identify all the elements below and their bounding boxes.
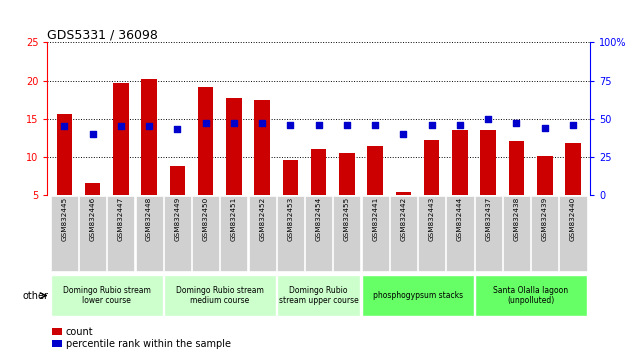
Point — [568, 122, 578, 127]
Text: GSM832451: GSM832451 — [231, 197, 237, 241]
Point — [172, 126, 182, 132]
Point — [370, 122, 380, 127]
Text: GSM832450: GSM832450 — [203, 197, 209, 241]
FancyBboxPatch shape — [305, 196, 332, 271]
Text: GSM832441: GSM832441 — [372, 197, 378, 241]
Bar — [339, 153, 355, 195]
Point — [201, 120, 211, 126]
Text: GSM832442: GSM832442 — [401, 197, 406, 241]
Text: GSM832455: GSM832455 — [344, 197, 350, 241]
FancyBboxPatch shape — [475, 196, 502, 271]
Text: GSM832440: GSM832440 — [570, 197, 576, 241]
Point — [314, 122, 324, 127]
Text: GSM832448: GSM832448 — [146, 197, 152, 241]
Text: GSM832437: GSM832437 — [485, 197, 492, 241]
FancyBboxPatch shape — [531, 196, 558, 271]
Bar — [170, 166, 185, 195]
Text: GSM832454: GSM832454 — [316, 197, 322, 241]
FancyBboxPatch shape — [560, 196, 587, 271]
FancyBboxPatch shape — [164, 196, 191, 271]
FancyBboxPatch shape — [220, 196, 247, 271]
FancyBboxPatch shape — [418, 196, 445, 271]
FancyBboxPatch shape — [362, 196, 389, 271]
Bar — [509, 141, 524, 195]
Text: GDS5331 / 36098: GDS5331 / 36098 — [47, 28, 158, 41]
Text: GSM832447: GSM832447 — [118, 197, 124, 241]
Bar — [226, 98, 242, 195]
Text: Domingo Rubio
stream upper course: Domingo Rubio stream upper course — [279, 286, 358, 305]
Bar — [452, 130, 468, 195]
Point — [144, 124, 154, 129]
Point — [342, 122, 352, 127]
Bar — [396, 192, 411, 195]
FancyBboxPatch shape — [446, 196, 473, 271]
Text: GSM832446: GSM832446 — [90, 197, 95, 241]
Text: GSM832452: GSM832452 — [259, 197, 265, 241]
FancyBboxPatch shape — [475, 275, 587, 316]
FancyBboxPatch shape — [390, 196, 417, 271]
Text: GSM832443: GSM832443 — [428, 197, 435, 241]
Point — [285, 122, 295, 127]
FancyBboxPatch shape — [277, 275, 360, 316]
FancyBboxPatch shape — [362, 275, 473, 316]
Point — [229, 120, 239, 126]
Bar — [480, 130, 496, 195]
Text: GSM832444: GSM832444 — [457, 197, 463, 241]
Bar — [57, 114, 72, 195]
FancyBboxPatch shape — [277, 196, 304, 271]
Legend: count, percentile rank within the sample: count, percentile rank within the sample — [52, 327, 231, 349]
Bar — [85, 183, 100, 195]
FancyBboxPatch shape — [107, 196, 134, 271]
Bar — [311, 149, 326, 195]
Point — [427, 122, 437, 127]
Bar — [113, 83, 129, 195]
Bar — [283, 160, 298, 195]
Bar — [254, 99, 270, 195]
Text: Santa Olalla lagoon
(unpolluted): Santa Olalla lagoon (unpolluted) — [493, 286, 568, 305]
Point — [59, 124, 69, 129]
Text: other: other — [23, 291, 49, 301]
Text: Domingo Rubio stream
lower course: Domingo Rubio stream lower course — [62, 286, 151, 305]
FancyBboxPatch shape — [164, 275, 276, 316]
Bar — [141, 79, 157, 195]
FancyBboxPatch shape — [136, 196, 163, 271]
Point — [398, 131, 408, 137]
Text: GSM832449: GSM832449 — [174, 197, 180, 241]
Point — [455, 122, 465, 127]
Bar — [198, 87, 213, 195]
Text: GSM832453: GSM832453 — [287, 197, 293, 241]
Text: GSM832445: GSM832445 — [61, 197, 68, 241]
Text: Domingo Rubio stream
medium course: Domingo Rubio stream medium course — [176, 286, 264, 305]
FancyBboxPatch shape — [79, 196, 106, 271]
FancyBboxPatch shape — [50, 196, 78, 271]
Point — [512, 120, 522, 126]
Point — [115, 124, 126, 129]
FancyBboxPatch shape — [333, 196, 360, 271]
Point — [540, 125, 550, 131]
FancyBboxPatch shape — [50, 275, 163, 316]
Text: GSM832438: GSM832438 — [514, 197, 519, 241]
Point — [483, 116, 493, 121]
Text: GSM832439: GSM832439 — [542, 197, 548, 241]
FancyBboxPatch shape — [192, 196, 219, 271]
Text: phosphogypsum stacks: phosphogypsum stacks — [372, 291, 463, 300]
Bar — [565, 143, 581, 195]
Point — [88, 131, 98, 137]
FancyBboxPatch shape — [503, 196, 530, 271]
Bar — [537, 156, 553, 195]
Bar — [367, 146, 383, 195]
FancyBboxPatch shape — [249, 196, 276, 271]
Bar — [424, 140, 439, 195]
Point — [257, 120, 267, 126]
